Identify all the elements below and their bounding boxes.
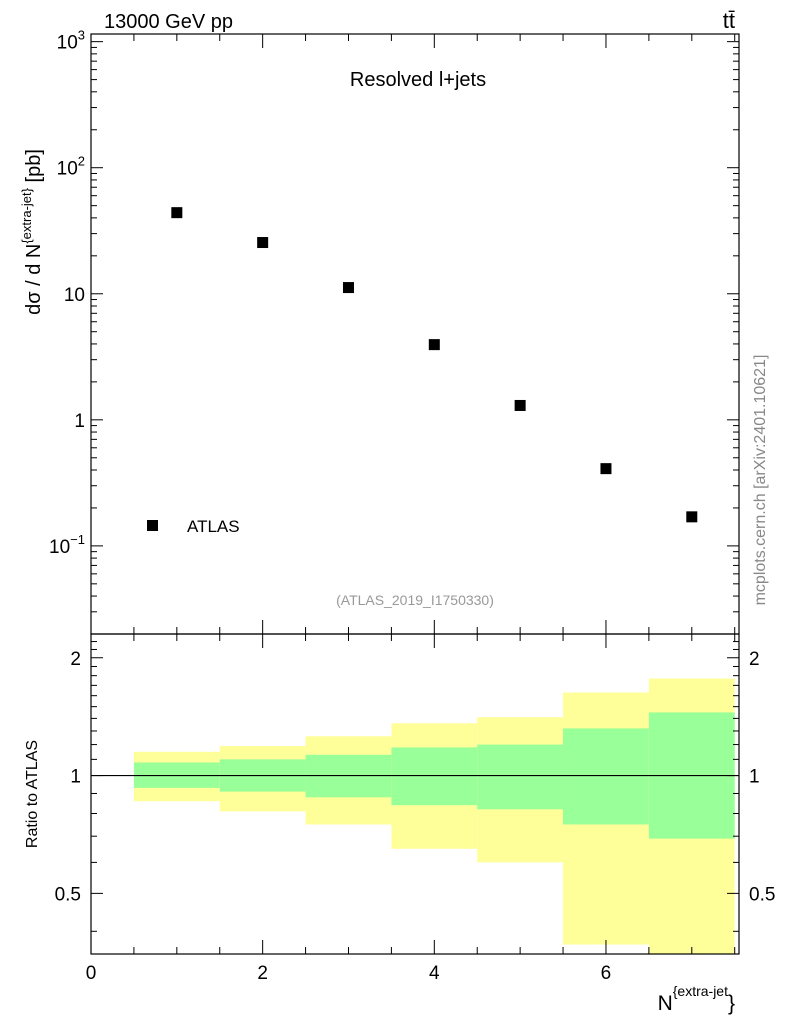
main-title: Resolved l+jets bbox=[350, 69, 486, 91]
ratio-x-tick-label: 2 bbox=[257, 963, 268, 984]
ratio-y-tick-label-left: 2 bbox=[70, 649, 81, 670]
x-axis-label-tail: } bbox=[728, 992, 735, 1015]
main-y-axis-label-main: dσ / d N bbox=[23, 244, 45, 315]
ratio-y-axis-label: Ratio to ATLAS bbox=[24, 740, 41, 848]
main-y-tick-label: 1 bbox=[74, 411, 85, 432]
legend-label-atlas: ATLAS bbox=[187, 517, 240, 536]
data-point-atlas bbox=[686, 511, 698, 523]
process-label: tt̄ bbox=[723, 8, 735, 33]
ratio-y-tick-label-left: 0.5 bbox=[55, 884, 81, 905]
main-y-axis-label: dσ / d N{extra-jet} [pb] bbox=[19, 149, 45, 315]
energy-label: 13000 GeV pp bbox=[104, 11, 233, 33]
x-axis-label-main: N bbox=[658, 992, 673, 1015]
x-axis-label-sup: {extra-jet bbox=[673, 983, 728, 999]
main-y-tick-exponent: 3 bbox=[78, 28, 85, 43]
data-point-atlas bbox=[171, 207, 183, 219]
main-y-tick-base: 10 bbox=[49, 537, 70, 558]
ratio-y-tick-label-left: 1 bbox=[70, 767, 81, 788]
data-point-atlas bbox=[428, 339, 440, 351]
ratio-uncertainty-bands bbox=[133, 678, 735, 954]
main-y-tick-exponent: −1 bbox=[70, 532, 85, 547]
main-y-tick-label: 10−1 bbox=[49, 532, 85, 558]
data-point-atlas bbox=[514, 399, 526, 411]
ratio-y-tick-label-right: 0.5 bbox=[749, 884, 775, 905]
stat-uncertainty-band bbox=[391, 747, 478, 806]
ratio-x-tick-label: 6 bbox=[601, 963, 612, 984]
ratio-y-tick-label-right: 1 bbox=[749, 767, 760, 788]
data-point-atlas bbox=[257, 237, 269, 249]
main-y-tick-base: 10 bbox=[57, 33, 78, 54]
ratio-x-tick-labels: 0 2 4 6 bbox=[86, 963, 612, 984]
main-plot-frame bbox=[90, 33, 740, 635]
main-y-axis-label-sup: {extra-jet} bbox=[19, 187, 34, 243]
data-point-atlas bbox=[342, 282, 354, 294]
main-y-tick-label: 103 bbox=[57, 28, 85, 54]
data-point-atlas bbox=[600, 463, 612, 475]
stat-uncertainty-band bbox=[563, 728, 649, 825]
analysis-annotation: (ATLAS_2019_I1750330) bbox=[336, 592, 494, 608]
main-axis-ticks bbox=[90, 34, 739, 635]
main-y-tick-label: 10 bbox=[64, 285, 85, 306]
x-axis-label: N{extra-jet} bbox=[658, 983, 735, 1015]
main-data-points bbox=[171, 207, 698, 523]
ratio-x-tick-label: 4 bbox=[429, 963, 440, 984]
ratio-y-tick-labels: 0.5 0.5 1 1 2 2 bbox=[55, 649, 776, 906]
main-y-tick-exponent: 2 bbox=[78, 154, 85, 169]
stat-uncertainty-band bbox=[477, 744, 564, 810]
ratio-plot-frame bbox=[90, 633, 740, 955]
main-y-tick-base: 10 bbox=[57, 159, 78, 180]
legend-marker-atlas bbox=[147, 520, 158, 531]
ratio-y-tick-label-right: 2 bbox=[749, 649, 760, 670]
main-y-tick-label: 102 bbox=[57, 154, 85, 180]
main-y-axis-label-tail: [pb] bbox=[23, 149, 45, 188]
watermark: mcplots.cern.ch [arXiv:2401.10621] bbox=[752, 355, 769, 606]
ratio-x-tick-label: 0 bbox=[86, 963, 97, 984]
